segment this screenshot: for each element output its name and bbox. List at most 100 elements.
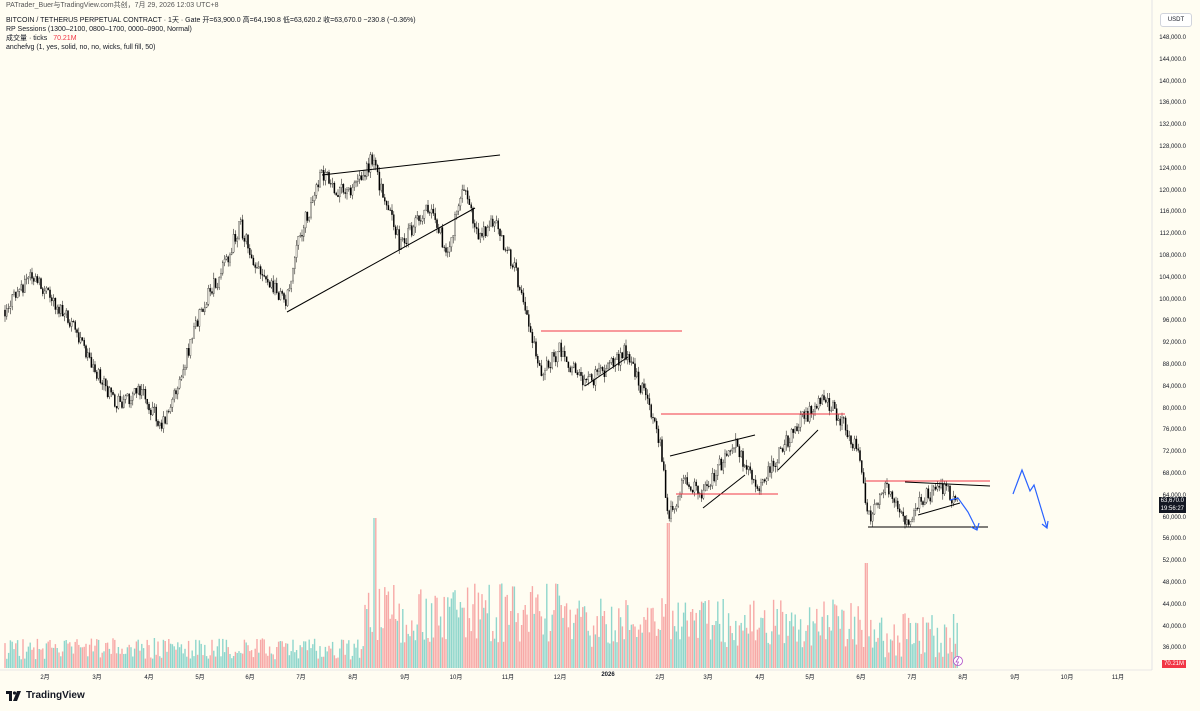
volume-bar xyxy=(841,609,843,668)
candle-body xyxy=(27,276,30,279)
volume-bar xyxy=(808,607,811,668)
candle-body xyxy=(879,494,881,505)
time-tick-label: 2月 xyxy=(40,675,50,681)
volume-bar xyxy=(733,640,735,668)
volume-bar xyxy=(814,623,816,668)
candle-body xyxy=(380,183,382,191)
volume-bar xyxy=(569,609,571,668)
candle-body xyxy=(609,362,611,364)
candle-body xyxy=(153,406,156,408)
volume-bar xyxy=(256,639,258,668)
candle-body xyxy=(625,345,627,360)
volume-bar xyxy=(421,632,424,668)
volume-bar xyxy=(432,637,435,668)
candle-body xyxy=(358,175,361,180)
volume-bar xyxy=(304,641,307,668)
candle-body xyxy=(106,385,109,398)
volume-bar xyxy=(938,652,940,668)
candle-body xyxy=(83,340,85,346)
volume-bar xyxy=(159,656,161,668)
volume-bar xyxy=(686,620,688,668)
volume-bar xyxy=(43,658,46,668)
volume-bar xyxy=(303,641,305,668)
volume-bar xyxy=(551,614,553,668)
candle-body xyxy=(623,345,625,358)
volume-bar xyxy=(713,625,715,668)
legend-sessions[interactable]: RP Sessions (1300–2100, 0800–1700, 0000–… xyxy=(6,26,192,33)
legend-main-series[interactable]: BITCOIN / TETHERUS PERPETUAL CONTRACT · … xyxy=(6,16,416,25)
volume-bar xyxy=(774,625,777,668)
volume-bar xyxy=(335,658,337,668)
candle-body xyxy=(405,242,408,244)
volume-bar xyxy=(702,602,705,668)
volume-bar xyxy=(943,624,946,668)
candle-body xyxy=(821,395,823,404)
volume-bar xyxy=(663,616,665,668)
candle-body xyxy=(700,493,703,499)
candle-body xyxy=(384,197,386,202)
volume-bar xyxy=(63,640,66,668)
candle-body xyxy=(520,289,523,294)
volume-bar xyxy=(472,604,474,668)
volume-bar xyxy=(850,603,852,668)
candle-body xyxy=(249,248,251,255)
candle-body xyxy=(713,473,715,482)
tradingview-logo[interactable]: TradingView xyxy=(6,690,85,701)
volume-bar xyxy=(783,643,786,668)
volume-bar xyxy=(90,638,93,668)
time-tick-label: 2月 xyxy=(655,675,665,681)
volume-bar xyxy=(7,652,10,668)
time-tick-label: 9月 xyxy=(1010,675,1020,681)
candle-body xyxy=(261,274,264,276)
price-tick-label: 88,000.0 xyxy=(1162,362,1186,368)
volume-bar xyxy=(805,630,807,668)
volume-bar xyxy=(731,633,733,668)
volume-bar xyxy=(538,611,541,668)
volume-bar xyxy=(243,639,246,668)
lightning-icon[interactable] xyxy=(953,656,963,666)
volume-bar xyxy=(837,616,840,668)
candle-body xyxy=(231,252,233,255)
candle-body xyxy=(533,341,535,344)
volume-bar xyxy=(207,658,210,668)
volume-bar xyxy=(632,624,634,668)
time-tick-label: 7月 xyxy=(907,675,917,681)
candle-body xyxy=(760,482,762,492)
volume-bar xyxy=(301,647,303,668)
volume-bar xyxy=(661,598,663,668)
currency-button[interactable]: USDT xyxy=(1160,13,1192,27)
volume-bar xyxy=(720,641,723,668)
volume-bar xyxy=(765,632,768,668)
candle-body xyxy=(173,390,175,400)
candle-body xyxy=(308,216,310,221)
candle-body xyxy=(736,438,739,447)
volume-bar xyxy=(294,652,296,668)
candle-body xyxy=(94,364,96,373)
volume-bar xyxy=(16,640,19,668)
candle-body xyxy=(695,481,697,487)
volume-bar xyxy=(290,651,292,668)
flag4-support-line xyxy=(917,502,961,516)
volume-bar xyxy=(92,651,94,668)
candle-body xyxy=(20,284,22,290)
candle-body xyxy=(589,374,591,377)
candle-body xyxy=(155,406,157,422)
candle-body xyxy=(182,369,184,378)
legend-volume[interactable]: 成交量 · ticks 70.21M xyxy=(6,34,77,43)
price-tick-label: 132,000.0 xyxy=(1159,122,1186,129)
volume-bar xyxy=(427,638,429,668)
candle-body xyxy=(394,226,397,235)
volume-bar xyxy=(585,612,588,668)
volume-bar xyxy=(470,631,472,668)
volume-bar xyxy=(859,619,861,668)
candle-body xyxy=(916,508,919,510)
legend-fvg[interactable]: anchefvg (1, yes, solid, no, no, wicks, … xyxy=(6,44,156,51)
candle-body xyxy=(258,266,260,269)
candle-body xyxy=(870,510,872,522)
volume-bar xyxy=(580,616,582,668)
candle-body xyxy=(42,288,44,294)
volume-bar xyxy=(922,617,924,668)
candle-body xyxy=(123,399,125,408)
candle-body xyxy=(724,453,726,463)
